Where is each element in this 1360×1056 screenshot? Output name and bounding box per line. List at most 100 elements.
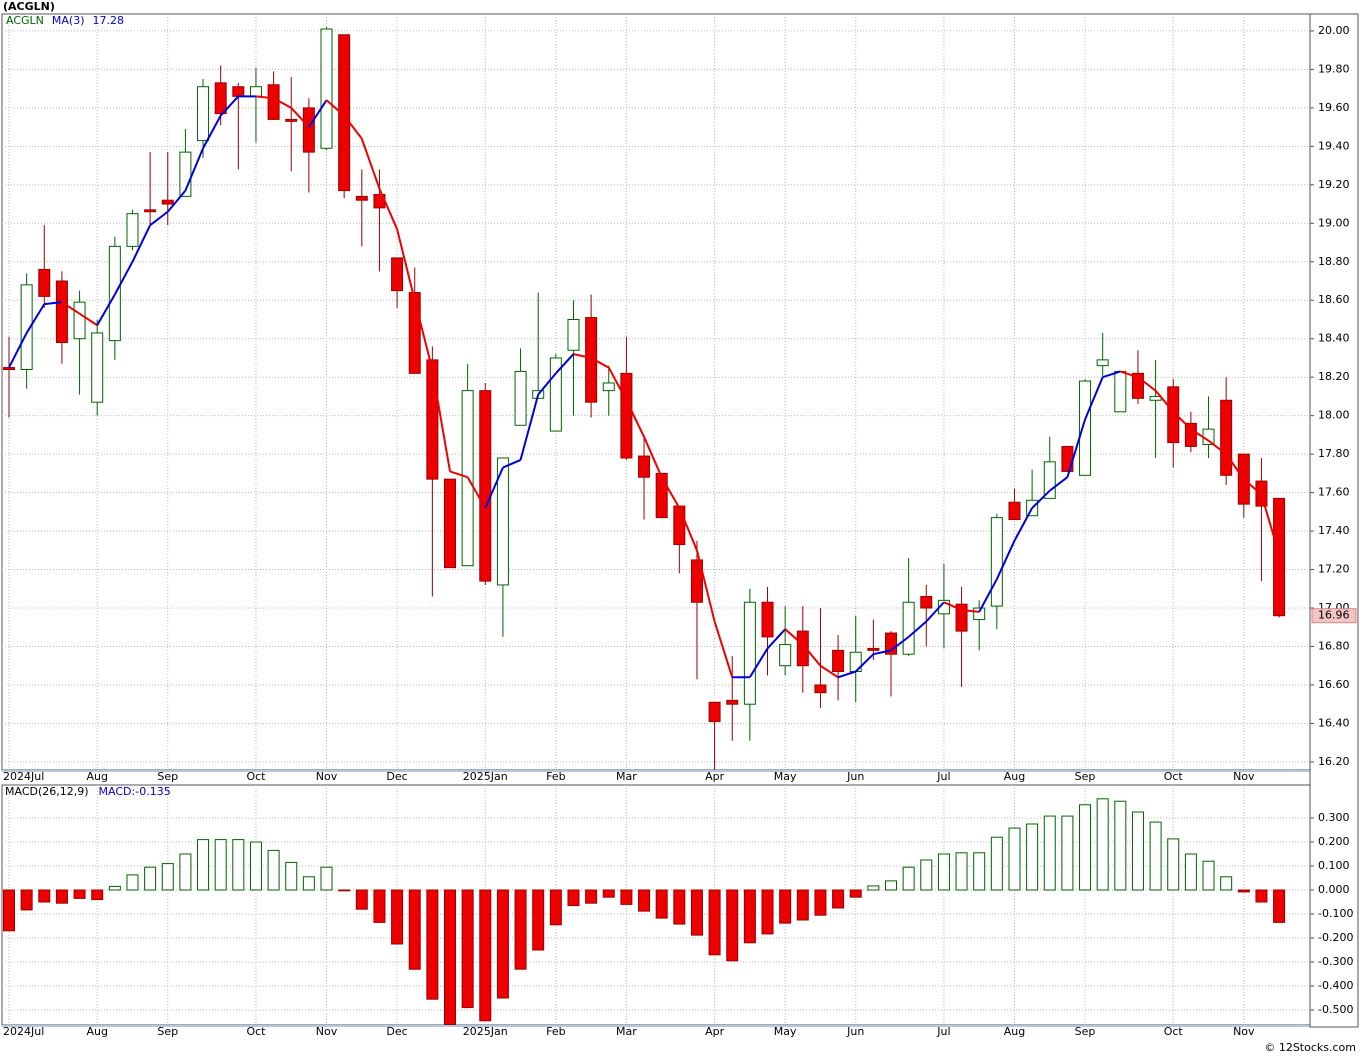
candle-body [161, 199, 174, 205]
ma-line [166, 189, 187, 213]
y-tick-label: -0.100 [1318, 907, 1353, 920]
y-tick-label: 16.40 [1318, 716, 1350, 729]
candle-body [267, 84, 280, 120]
x-tick-label: Sep [1075, 770, 1096, 783]
x-tick-label: Nov [316, 770, 338, 783]
macd-bar [585, 889, 598, 904]
macd-bar [408, 889, 421, 970]
macd-bar [267, 849, 280, 891]
macd-bar [638, 889, 651, 912]
ma-line [890, 636, 910, 652]
macd-bar [1237, 889, 1250, 893]
legend-ma: MA(3) [52, 14, 85, 27]
candle-body [885, 632, 897, 655]
macd-bar [320, 866, 333, 891]
ma-line [695, 550, 716, 622]
macd-last-value: -0.135 [135, 785, 170, 798]
candle-body [779, 644, 792, 667]
macd-bar [937, 853, 950, 891]
macd-bar [20, 889, 33, 911]
ma-line [1084, 376, 1104, 420]
ma-line [1120, 370, 1139, 379]
y-tick-label: 18.40 [1318, 332, 1350, 345]
ma-line [449, 470, 468, 479]
macd-bar [38, 889, 51, 903]
x-tick-label: Nov [1233, 770, 1255, 783]
macd-bar [849, 889, 862, 898]
candle-body [426, 359, 439, 480]
candle-body [1202, 428, 1215, 446]
y-tick-label: 18.00 [1318, 409, 1350, 422]
candle-body [708, 701, 721, 723]
ma-line [660, 476, 681, 509]
macd-bar [1184, 853, 1197, 891]
x-tick-label: May [774, 1025, 797, 1038]
x-tick-label: Nov [316, 1025, 338, 1038]
candle-body [444, 478, 456, 569]
x-tick-label: Aug [86, 1025, 107, 1038]
candle-body [814, 684, 827, 694]
candle-body [3, 367, 15, 370]
ma-line [590, 357, 610, 369]
candle-body [408, 292, 421, 374]
macd-bar [602, 889, 615, 898]
y-tick-label: -0.300 [1318, 955, 1353, 968]
ma-line [855, 653, 875, 673]
candle-body [1167, 386, 1180, 444]
x-tick-label: 2025Jan [463, 770, 508, 783]
macd-title: MACD(26,12,9) [5, 785, 89, 798]
candle-body [655, 472, 668, 519]
macd-bar [373, 889, 386, 923]
candle-body [1114, 370, 1127, 413]
candle-body [1043, 461, 1056, 499]
macd-bar [285, 861, 298, 891]
macd-bar [1131, 811, 1144, 891]
ma-line [766, 628, 786, 650]
candle-body [620, 372, 633, 459]
y-tick-label: -0.200 [1318, 931, 1353, 944]
ma-line [61, 301, 81, 315]
x-tick-label: Oct [246, 1025, 266, 1038]
y-tick-label: 18.60 [1318, 293, 1350, 306]
macd-bar [567, 889, 580, 907]
candle-body [302, 107, 315, 153]
ma-line [519, 394, 540, 461]
candle-body [1096, 359, 1109, 367]
macd-bar [1167, 838, 1180, 891]
candle-body [549, 357, 562, 432]
y-tick-label: 19.20 [1318, 178, 1350, 191]
macd-bar [673, 889, 686, 925]
chart-title: (ACGLN) [3, 0, 55, 13]
macd-bar [1079, 804, 1092, 891]
ma-line [396, 228, 416, 301]
ma-line [995, 540, 1016, 580]
ma-line [837, 670, 857, 679]
candle-body [38, 268, 51, 297]
ma-line [555, 353, 575, 375]
macd-bar [814, 889, 827, 916]
macd-bar [55, 889, 68, 904]
x-tick-label: Mar [616, 770, 637, 783]
y-tick-label: 17.40 [1318, 524, 1350, 537]
macd-bar [214, 839, 227, 891]
macd-bar [902, 866, 915, 891]
ma-line [413, 299, 434, 370]
x-tick-label: Jun [846, 770, 864, 783]
ma-line [1154, 390, 1175, 413]
macd-bar [391, 889, 404, 945]
macd-bar [73, 889, 86, 899]
y-tick-label: 19.60 [1318, 101, 1350, 114]
macd-bar [444, 889, 456, 1025]
x-tick-label: Jul [936, 770, 950, 783]
y-tick-label: 16.80 [1318, 640, 1350, 653]
macd-bar [779, 889, 792, 924]
candle-body [1149, 395, 1162, 401]
macd-bar [549, 889, 562, 926]
ma-line [678, 507, 698, 551]
ma-line [1225, 453, 1245, 480]
x-tick-label: Oct [1164, 770, 1184, 783]
candle-body [832, 649, 845, 673]
x-tick-label: Sep [157, 1025, 178, 1038]
y-tick-label: 19.00 [1318, 216, 1350, 229]
ma-line [79, 312, 98, 327]
